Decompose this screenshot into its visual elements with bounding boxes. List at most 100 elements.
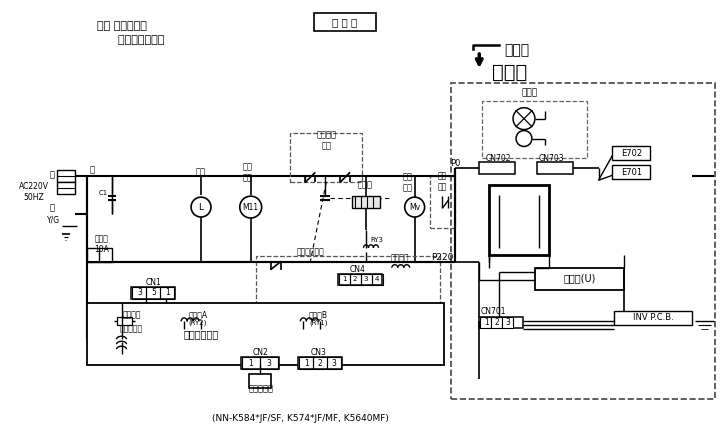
Bar [256, 256, 439, 328]
Text: 3: 3 [332, 358, 336, 368]
Text: CN702: CN702 [486, 154, 511, 163]
Bar [241, 357, 260, 369]
Text: Mv: Mv [409, 202, 420, 212]
Bar [131, 286, 175, 298]
Text: 高压区: 高压区 [492, 63, 527, 82]
Bar [613, 146, 650, 160]
Text: 3: 3 [266, 358, 271, 368]
Bar [480, 317, 491, 328]
Bar [479, 317, 523, 328]
Bar [479, 162, 515, 174]
Text: 继电器B: 继电器B [309, 310, 328, 319]
Bar [339, 274, 350, 285]
Text: AC220V
50HZ: AC220V 50HZ [19, 183, 49, 202]
Text: 1: 1 [165, 288, 170, 297]
Bar [299, 357, 313, 369]
Circle shape [191, 197, 211, 217]
Bar [482, 101, 587, 158]
Bar [489, 185, 549, 255]
Text: 磁控管: 磁控管 [522, 88, 538, 97]
Text: 低压变庋器: 低压变庋器 [120, 325, 143, 334]
Text: 新 高 压: 新 高 压 [333, 17, 357, 27]
Text: (RY2): (RY2) [188, 319, 207, 326]
Circle shape [513, 108, 535, 130]
Text: E702: E702 [621, 149, 642, 158]
Text: RY3: RY3 [370, 237, 383, 243]
Text: 蓝: 蓝 [89, 166, 94, 175]
Text: 1: 1 [304, 358, 309, 368]
Text: (RY1): (RY1) [309, 319, 328, 326]
Bar [117, 317, 133, 325]
Bar [133, 286, 146, 298]
Text: CN701: CN701 [481, 307, 506, 316]
Text: 初级磁锁
开关: 初级磁锁 开关 [316, 131, 336, 150]
Text: 炉灯: 炉灯 [196, 168, 206, 177]
Bar [57, 170, 75, 182]
Text: Y/G: Y/G [47, 216, 60, 225]
Bar [313, 357, 327, 369]
Bar [57, 182, 75, 194]
Text: M11: M11 [243, 202, 259, 212]
Bar [338, 274, 382, 285]
Text: 加热器: 加热器 [357, 181, 373, 190]
Bar [491, 317, 502, 328]
Bar [372, 274, 383, 285]
Bar [241, 357, 278, 369]
Text: CN1: CN1 [146, 278, 161, 287]
Bar [613, 165, 650, 179]
Text: 3: 3 [364, 276, 368, 282]
Bar [87, 248, 112, 262]
Bar [299, 357, 342, 369]
Text: 数据程序电路: 数据程序电路 [183, 329, 219, 339]
Text: 蒸气感应器: 蒸气感应器 [248, 385, 273, 393]
Bar [430, 176, 455, 228]
Text: P0: P0 [450, 159, 460, 168]
Text: 棕: 棕 [49, 204, 54, 213]
Text: 压敏电阻: 压敏电阻 [123, 310, 141, 319]
Bar [361, 274, 372, 285]
Bar [537, 162, 573, 174]
Text: E701: E701 [621, 168, 642, 177]
Bar [249, 374, 270, 388]
Bar [352, 196, 380, 208]
Text: 3: 3 [505, 318, 510, 327]
Text: CN4: CN4 [350, 265, 366, 274]
Text: INV P.C.B.: INV P.C.B. [633, 313, 674, 322]
Bar [260, 357, 278, 369]
Bar [535, 268, 624, 290]
Bar [350, 274, 361, 285]
Bar [87, 304, 444, 365]
Text: CN3: CN3 [310, 348, 326, 357]
Text: 1: 1 [342, 276, 347, 282]
Text: 继电器A: 继电器A [188, 310, 207, 319]
Text: 2: 2 [494, 318, 500, 327]
Text: 变频器(U): 变频器(U) [563, 274, 596, 284]
Bar [452, 83, 715, 399]
Text: 5: 5 [151, 288, 156, 297]
Text: 转盘
电机: 转盘 电机 [243, 163, 253, 182]
Circle shape [516, 130, 532, 146]
Bar [146, 286, 160, 298]
Text: 2: 2 [353, 276, 357, 282]
Text: CN2: CN2 [253, 348, 268, 357]
Text: C1: C1 [99, 190, 107, 196]
Text: P220: P220 [431, 253, 453, 262]
Text: 注意：: 注意： [504, 43, 529, 57]
Bar [291, 133, 362, 182]
Text: 3: 3 [137, 288, 142, 297]
Text: 1: 1 [249, 358, 253, 368]
Text: 蓝: 蓝 [49, 171, 54, 180]
Text: 风山
电机: 风山 电机 [402, 172, 413, 192]
Bar [327, 357, 341, 369]
Text: 保险丝
10A: 保险丝 10A [94, 234, 109, 254]
Text: 1: 1 [484, 318, 489, 327]
Text: 热敏电阻: 热敏电阻 [391, 253, 409, 262]
Bar [160, 286, 174, 298]
Text: L: L [199, 202, 204, 212]
Text: CN703: CN703 [539, 154, 565, 163]
Bar [502, 317, 513, 328]
Text: (NN-K584*JF/SF, K574*JF/MF, K5640MF): (NN-K584*JF/SF, K574*JF/MF, K5640MF) [212, 414, 389, 423]
Text: 短路
开关: 短路 开关 [438, 171, 447, 191]
Text: 注： 炉门关闭。: 注： 炉门关闭。 [96, 21, 146, 31]
Text: 4: 4 [375, 276, 379, 282]
